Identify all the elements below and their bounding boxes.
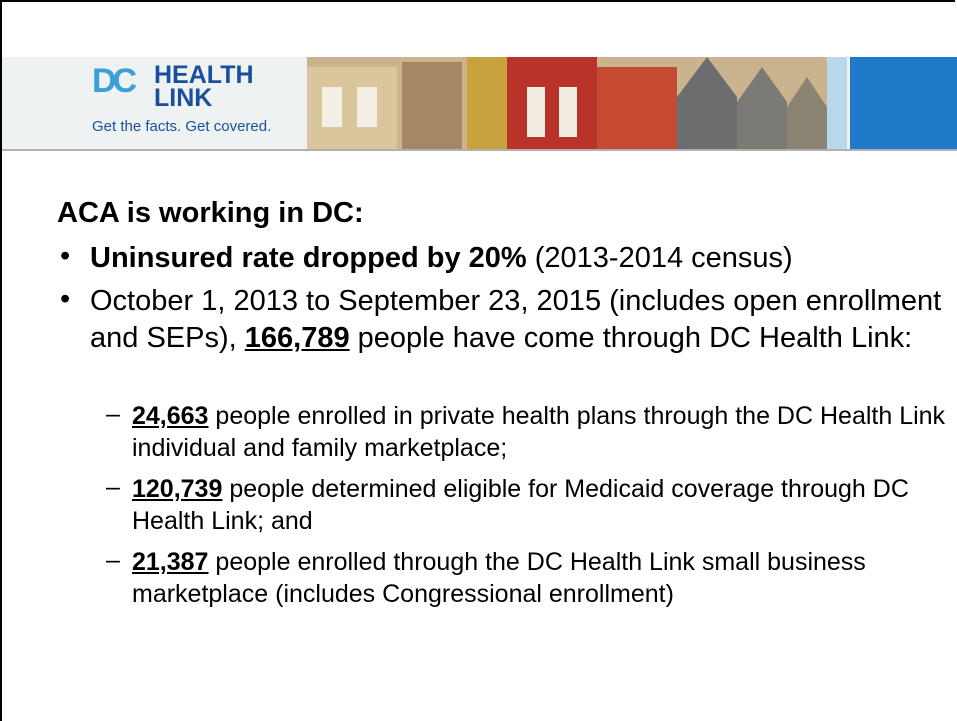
dash: – <box>106 473 120 502</box>
logo-mark: DC <box>92 62 133 101</box>
sub-bullet-text: 24,663 people enrolled in private health… <box>132 400 947 464</box>
figure: 21,387 <box>132 548 208 576</box>
logo-text: LINK <box>154 85 212 111</box>
heading: ACA is working in DC: <box>57 197 364 230</box>
bullet-text: Uninsured rate dropped by 20% (2013-2014… <box>90 240 950 277</box>
bold-text: Uninsured rate dropped by 20% <box>90 242 527 274</box>
sub-bullet-text: 21,387 people enrolled through the DC He… <box>132 546 947 610</box>
bullet: • <box>60 240 70 273</box>
slide: DC HEALTH LINK Get the facts. Get covere… <box>0 0 955 721</box>
divider <box>2 149 957 151</box>
header-photo <box>307 57 957 149</box>
bullet: • <box>60 283 70 316</box>
figure: 166,789 <box>245 322 350 354</box>
figure: 120,739 <box>132 475 222 503</box>
tagline: Get the facts. Get covered. <box>92 118 271 135</box>
figure: 24,663 <box>132 402 208 430</box>
bullet-text: October 1, 2013 to September 23, 2015 (i… <box>90 283 950 357</box>
dash: – <box>106 400 120 429</box>
text: people have come through DC Health Link: <box>358 322 913 354</box>
sub-bullet-text: 120,739 people determined eligible for M… <box>132 473 947 537</box>
text: (2013-2014 census) <box>535 242 793 274</box>
dash: – <box>106 546 120 575</box>
text: people enrolled through the DC Health Li… <box>132 548 866 608</box>
text: people enrolled in private health plans … <box>132 402 945 462</box>
text: people determined eligible for Medicaid … <box>132 475 909 535</box>
